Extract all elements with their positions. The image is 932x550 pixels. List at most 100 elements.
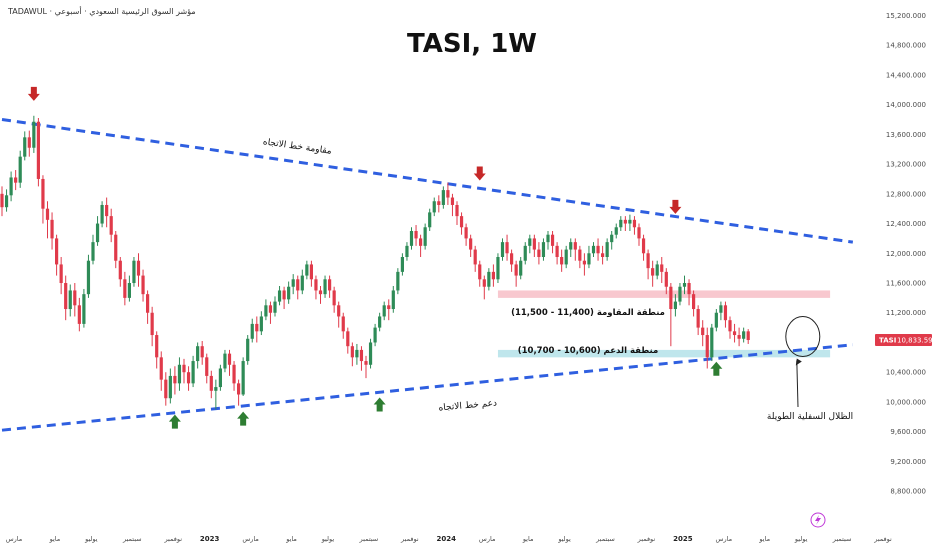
candle[interactable] [45, 201, 50, 239]
candle[interactable] [719, 301, 723, 321]
candle[interactable] [64, 275, 68, 321]
candle[interactable] [95, 216, 100, 246]
candle[interactable] [655, 260, 659, 280]
candle[interactable] [414, 225, 418, 246]
candle[interactable] [641, 234, 646, 261]
candle[interactable] [541, 238, 546, 261]
candle[interactable] [528, 234, 532, 254]
candle[interactable] [227, 349, 232, 376]
candle[interactable] [723, 301, 728, 328]
candle[interactable] [601, 245, 605, 265]
support-trendline[interactable] [1, 343, 853, 432]
candle[interactable] [446, 182, 450, 205]
candle[interactable] [605, 238, 609, 261]
candle[interactable] [91, 234, 95, 265]
candle[interactable] [250, 318, 254, 343]
candle[interactable] [532, 234, 536, 257]
candle[interactable] [146, 290, 150, 324]
candle[interactable] [437, 195, 441, 213]
candle[interactable] [27, 130, 31, 157]
candle[interactable] [660, 257, 664, 284]
candle[interactable] [364, 355, 368, 379]
candle[interactable] [237, 379, 241, 406]
candle[interactable] [291, 274, 295, 295]
candle[interactable] [550, 230, 555, 254]
candle[interactable] [441, 186, 445, 209]
candle[interactable] [423, 223, 427, 250]
candle[interactable] [4, 189, 9, 212]
candle[interactable] [264, 299, 268, 321]
candle[interactable] [32, 115, 36, 153]
candle[interactable] [346, 327, 350, 354]
candle[interactable] [428, 208, 432, 231]
candle[interactable] [737, 327, 741, 347]
candle[interactable] [546, 230, 550, 250]
candle[interactable] [664, 268, 668, 295]
candle[interactable] [214, 379, 218, 410]
candle[interactable] [578, 245, 582, 269]
candle[interactable] [173, 366, 177, 395]
candle[interactable] [73, 283, 77, 317]
candle[interactable] [282, 286, 286, 310]
candle[interactable] [510, 249, 514, 272]
candle[interactable] [491, 264, 495, 287]
candle[interactable] [382, 301, 386, 321]
candle[interactable] [341, 312, 345, 339]
candle[interactable] [168, 368, 172, 404]
candle[interactable] [387, 299, 391, 321]
candle[interactable] [136, 253, 141, 287]
candle[interactable] [614, 223, 618, 239]
candle[interactable] [186, 366, 191, 391]
lightning-icon[interactable] [810, 512, 826, 528]
candle[interactable] [59, 257, 63, 295]
candle[interactable] [159, 351, 163, 391]
candle[interactable] [191, 355, 195, 388]
candle[interactable] [569, 238, 573, 257]
candle[interactable] [100, 201, 104, 228]
candle[interactable] [482, 275, 486, 300]
candle[interactable] [246, 335, 250, 365]
candle[interactable] [337, 301, 341, 328]
candle[interactable] [82, 288, 86, 328]
candle[interactable] [359, 346, 364, 371]
candle[interactable] [18, 150, 22, 188]
candle[interactable] [728, 316, 732, 339]
candle[interactable] [127, 275, 131, 302]
candle[interactable] [50, 212, 54, 250]
candle[interactable] [696, 305, 700, 336]
candle[interactable] [687, 279, 691, 306]
candle[interactable] [537, 242, 541, 265]
candle[interactable] [77, 297, 81, 332]
candle[interactable] [378, 312, 382, 332]
candle[interactable] [241, 357, 245, 396]
candle[interactable] [632, 216, 637, 235]
candle[interactable] [150, 306, 154, 347]
candle[interactable] [14, 170, 18, 191]
candle[interactable] [714, 309, 718, 332]
candle[interactable] [318, 285, 323, 304]
candle[interactable] [610, 230, 614, 250]
candle[interactable] [305, 260, 309, 280]
candle[interactable] [23, 131, 27, 161]
candle[interactable] [678, 283, 682, 306]
candle[interactable] [273, 296, 277, 317]
candle[interactable] [200, 340, 204, 365]
candle[interactable] [155, 331, 159, 369]
candle[interactable] [232, 361, 236, 391]
candle[interactable] [182, 358, 186, 384]
candle[interactable] [432, 197, 436, 217]
candle[interactable] [705, 327, 709, 369]
candle[interactable] [519, 257, 523, 280]
candle[interactable] [514, 260, 518, 287]
candle[interactable] [109, 208, 113, 243]
candle[interactable] [464, 223, 468, 246]
candle[interactable] [373, 323, 377, 347]
candle[interactable] [118, 257, 122, 287]
candle[interactable] [164, 372, 168, 406]
candle[interactable] [623, 216, 627, 231]
candle[interactable] [141, 269, 145, 302]
candle[interactable] [564, 245, 568, 269]
candle[interactable] [669, 283, 673, 347]
candle[interactable] [523, 242, 527, 265]
candle[interactable] [209, 370, 213, 399]
